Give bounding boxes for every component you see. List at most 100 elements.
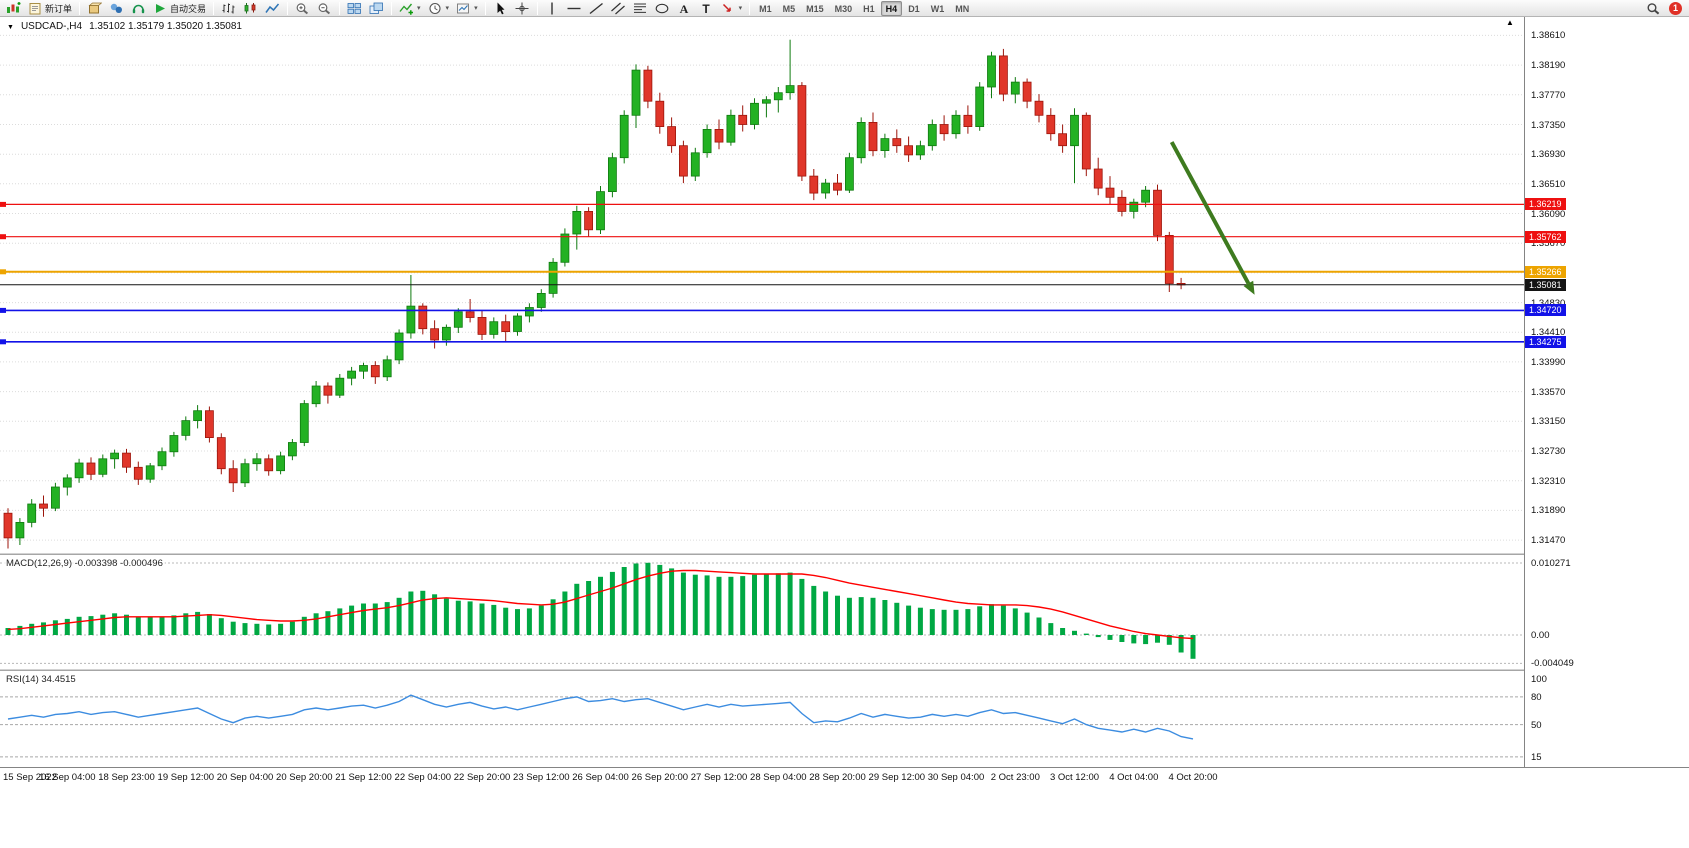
candle-chart-canvas[interactable] [0,17,1524,553]
toolbar-button-fibonacci[interactable] [630,1,651,16]
toolbar-button-new-chart[interactable] [3,1,24,16]
date-axis-label: 29 Sep 12:00 [868,772,926,783]
chart-menu-icon[interactable]: ▼ [7,24,14,31]
toolbar-button-crosshair[interactable] [512,1,533,16]
hline-left-marker [0,339,6,345]
scale-top-marker-icon: ▲ [1506,18,1514,27]
price-tick-label: 1.36930 [1531,149,1566,161]
toolbar-button-periods[interactable]: ▾ [425,1,453,16]
chevron-down-icon: ▾ [417,5,421,12]
chart-symbol-period: USDCAD-,H4 [20,21,83,32]
date-axis-label: 18 Sep 23:00 [98,772,155,783]
rsi-tick-label: 80 [1531,691,1542,703]
rsi-canvas[interactable] [0,672,1524,767]
toolbar-button-indicators[interactable]: ▾ [396,1,424,16]
toolbar-button-arrange-windows[interactable] [366,1,387,16]
navigator-icon [109,2,124,15]
timeframe-m5[interactable]: M5 [782,3,796,14]
toolbar-button-line-chart[interactable] [262,1,283,16]
autotrading-label: 自动交易 [170,3,207,14]
date-axis-label: 23 Sep 12:00 [513,772,570,783]
toolbar-button-cursor[interactable] [490,1,511,16]
toolbar-separator [79,1,81,15]
price-pane[interactable]: ▼ USDCAD-,H4 1.35102 1.35179 1.35020 1.3… [0,17,1524,553]
date-axis-label: 3 Oct 12:00 [1049,772,1100,783]
date-axis-label: 20 Sep 04:00 [216,772,274,783]
price-tick-label: 1.35670 [1531,238,1566,250]
toolbar-button-candles-chart[interactable] [240,1,261,16]
toolbar-button-text[interactable]: A [674,1,695,16]
toolbar-button-zoom-out[interactable] [314,1,335,16]
toolbar-button-zoom-in[interactable] [292,1,313,16]
price-tick-label: 1.33990 [1531,356,1566,368]
toolbar-button-text-label[interactable]: T [696,1,717,16]
chart-title: ▼ USDCAD-,H4 1.35102 1.35179 1.35020 1.3… [5,21,244,32]
timeframe-mn[interactable]: MN [955,3,970,14]
price-tick-label: 1.31890 [1531,505,1566,517]
price-tick-label: 1.33570 [1531,386,1566,398]
price-tick-label: 1.31470 [1531,535,1566,547]
macd-canvas[interactable] [0,556,1524,669]
rsi-tick-label: 15 [1531,751,1542,763]
macd-signal-line [7,569,1194,640]
timeframe-d1[interactable]: D1 [908,3,920,14]
date-axis-label: 28 Sep 04:00 [750,772,807,783]
date-axis-label: 22 Sep 04:00 [394,772,452,783]
toolbar-button-trendline[interactable] [586,1,607,16]
rsi-pane[interactable]: RSI(14) 34.4515 [0,672,1524,767]
rsi-svg[interactable] [0,672,1524,767]
toolbar-button-templates[interactable]: ▾ [453,1,481,16]
macd-svg[interactable] [0,556,1524,669]
timeframe-w1[interactable]: W1 [930,3,945,14]
toolbar-button-arrows[interactable]: ▾ [718,1,746,16]
price-tick-label: 1.34830 [1531,297,1566,309]
text-icon: A [677,2,692,15]
toolbar-button-bars-chart[interactable] [218,1,239,16]
macd-pane[interactable]: MACD(12,26,9) -0.003398 -0.000496 [0,556,1524,669]
toolbar-button-terminal[interactable] [128,1,149,16]
text-label-icon: T [699,2,714,15]
chevron-down-icon: ▾ [738,5,743,12]
timeframe-m1[interactable]: M1 [759,3,772,14]
pane-splitter[interactable] [0,669,1689,671]
price-tag: 1.35266 [1525,265,1566,278]
price-tick-label: 1.32310 [1531,475,1566,487]
templates-icon [456,2,471,15]
timeframe-h1[interactable]: H1 [863,3,875,14]
macd-tick-label: 0.00 [1531,630,1550,641]
toolbar-button-market-watch[interactable] [84,1,105,16]
date-axis-label: 26 Sep 20:00 [631,772,689,783]
price-tick-label: 1.38190 [1531,60,1566,72]
toolbar-button-search[interactable] [1643,1,1664,16]
rsi-label: RSI(14) 34.4515 [4,674,78,685]
toolbar-button-vertical-line[interactable] [542,1,563,16]
zoom-out-icon [317,2,332,15]
cursor-icon [493,2,508,15]
price-tick-label: 1.37350 [1531,119,1566,131]
pane-splitter[interactable] [0,553,1689,555]
timeframe-h4[interactable]: H4 [880,0,903,16]
date-axis-label: 19 Sep 12:00 [157,772,215,783]
main-chart-svg[interactable] [0,17,1524,553]
toolbar-button-navigator[interactable] [106,1,127,16]
timeframe-m15[interactable]: M15 [806,3,824,14]
toolbar-button-new-order[interactable]: 新订单 [25,1,75,16]
date-axis-label: 21 Sep 12:00 [335,772,392,783]
toolbar-separator [391,1,393,15]
macd-tick-label: 0.010271 [1531,558,1571,569]
date-axis[interactable]: 15 Sep 2022 16 Sep 04:00 18 Sep 23:00 19 Se… [0,767,1689,787]
toolbar-button-shapes[interactable] [652,1,673,16]
toolbar-separator [484,1,486,15]
trend-arrow[interactable] [1169,141,1255,295]
toolbar-button-tile-windows[interactable] [344,1,365,16]
price-tick-label: 1.36090 [1531,208,1566,220]
toolbar-button-autotrading[interactable]: 自动交易 [150,1,209,16]
timeframe-m30[interactable]: M30 [834,3,853,14]
toolbar-button-horizontal-line[interactable] [564,1,585,16]
chart-ohlc-values: 1.35102 1.35179 1.35020 1.35081 [89,21,242,32]
horizontal-level-lines[interactable] [0,201,1524,345]
notification-badge[interactable]: 1 [1669,1,1682,15]
price-scale[interactable]: 1.38610 1.38190 1.37770 1.37350 1.36930 1.365… [1524,17,1689,767]
date-axis-label: 26 Sep 04:00 [572,772,629,783]
toolbar-button-equidistant-channel[interactable] [608,1,629,16]
